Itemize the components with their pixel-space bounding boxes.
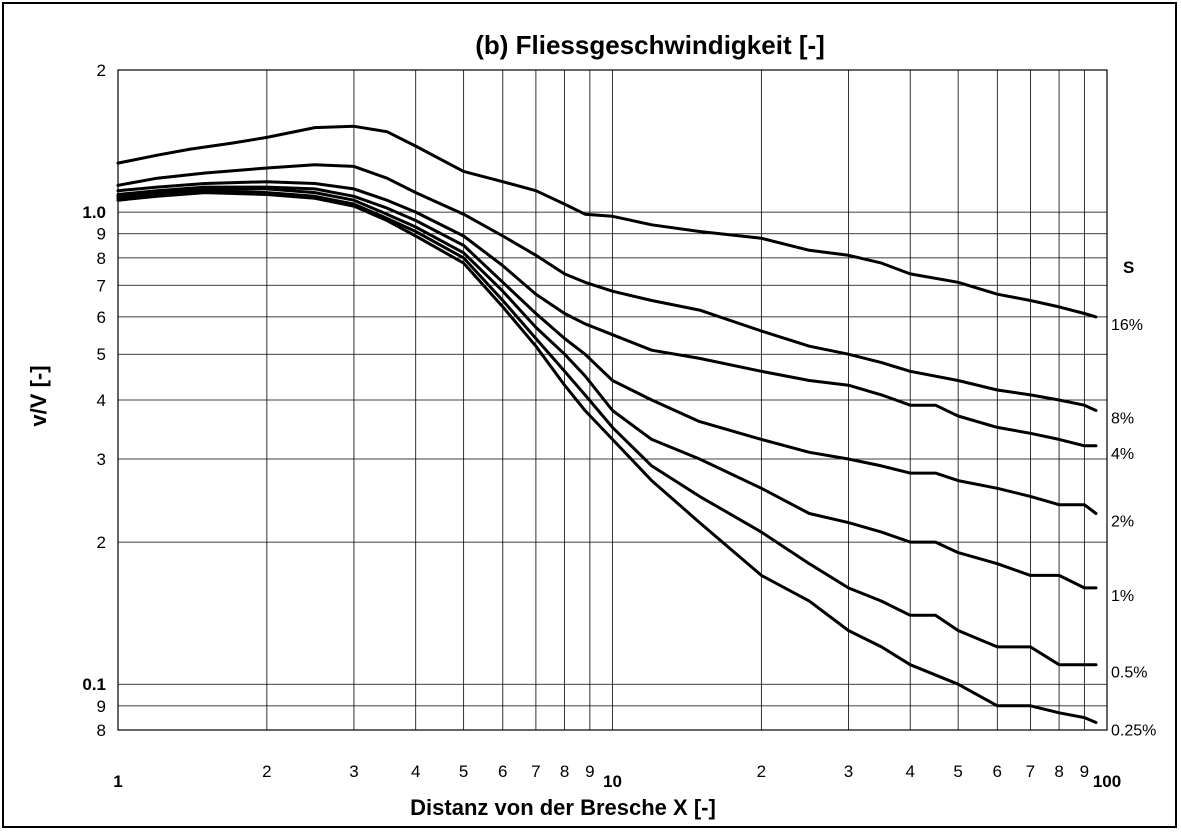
x-tick-label: 1 bbox=[113, 772, 122, 791]
y-axis-label: v/V [-] bbox=[26, 365, 51, 426]
series-line-1% bbox=[116, 187, 1098, 590]
series-label: 0.25% bbox=[1111, 722, 1156, 739]
y-tick-label: 8 bbox=[97, 721, 106, 740]
x-tick-label: 9 bbox=[585, 762, 594, 781]
series-line-2% bbox=[116, 185, 1098, 515]
x-tick-label: 6 bbox=[993, 762, 1002, 781]
x-tick-label: 7 bbox=[531, 762, 540, 781]
x-tick-label: 10 bbox=[603, 772, 622, 791]
x-tick-label: 7 bbox=[1026, 762, 1035, 781]
y-tick-label: 8 bbox=[97, 249, 106, 268]
y-tick-label: 6 bbox=[97, 308, 106, 327]
series-line-0.25% bbox=[116, 191, 1098, 724]
x-tick-label: 3 bbox=[349, 762, 358, 781]
series-label: 2% bbox=[1111, 513, 1134, 530]
series-label: 4% bbox=[1111, 446, 1134, 463]
x-tick-label: 2 bbox=[757, 762, 766, 781]
series-labels: 16% 8% 4% 2% 1% 0.5% 0.25% bbox=[1111, 317, 1156, 740]
chart-title: (b) Fliessgeschwindigkeit [-] bbox=[475, 30, 825, 60]
y-tick-label: 7 bbox=[97, 276, 106, 295]
x-tick-label: 8 bbox=[1054, 762, 1063, 781]
x-tick-label: 2 bbox=[262, 762, 271, 781]
series-label: 1% bbox=[1111, 588, 1134, 605]
y-tick-label: 9 bbox=[97, 225, 106, 244]
series-line-4% bbox=[116, 180, 1098, 448]
y-tick-label: 1.0 bbox=[82, 203, 106, 222]
series-label: 0.5% bbox=[1111, 665, 1147, 682]
series-line-0.5% bbox=[116, 189, 1098, 667]
series-label: 8% bbox=[1111, 411, 1134, 428]
series-label: 16% bbox=[1111, 317, 1143, 334]
x-tick-label: 3 bbox=[844, 762, 853, 781]
y-tick-label: 4 bbox=[97, 391, 106, 410]
x-axis-label: Distanz von der Bresche X [-] bbox=[410, 795, 716, 820]
y-tick-label: 2 bbox=[97, 533, 106, 552]
y-tick-label: 5 bbox=[97, 345, 106, 364]
y-tick-label: 9 bbox=[97, 697, 106, 716]
series-line-16% bbox=[116, 124, 1098, 319]
x-tick-label: 6 bbox=[498, 762, 507, 781]
legend-title: S bbox=[1123, 258, 1134, 277]
x-tick-label: 100 bbox=[1093, 772, 1121, 791]
x-tick-label: 4 bbox=[411, 762, 420, 781]
grid-lines bbox=[117, 69, 1108, 731]
x-tick-label: 4 bbox=[905, 762, 914, 781]
x-tick-label: 5 bbox=[953, 762, 962, 781]
series-lines bbox=[116, 124, 1098, 724]
x-tick-label: 9 bbox=[1080, 762, 1089, 781]
y-tick-label: 2 bbox=[97, 61, 106, 80]
x-tick-label: 8 bbox=[560, 762, 569, 781]
plot-area-border bbox=[117, 69, 1108, 731]
y-tick-label: 3 bbox=[97, 450, 106, 469]
series-line-8% bbox=[116, 163, 1098, 412]
x-tick-label: 5 bbox=[459, 762, 468, 781]
y-tick-label: 0.1 bbox=[82, 675, 106, 694]
y-tick-labels: 2 1.0 9 8 7 6 5 4 3 2 0.1 9 8 bbox=[82, 61, 106, 740]
